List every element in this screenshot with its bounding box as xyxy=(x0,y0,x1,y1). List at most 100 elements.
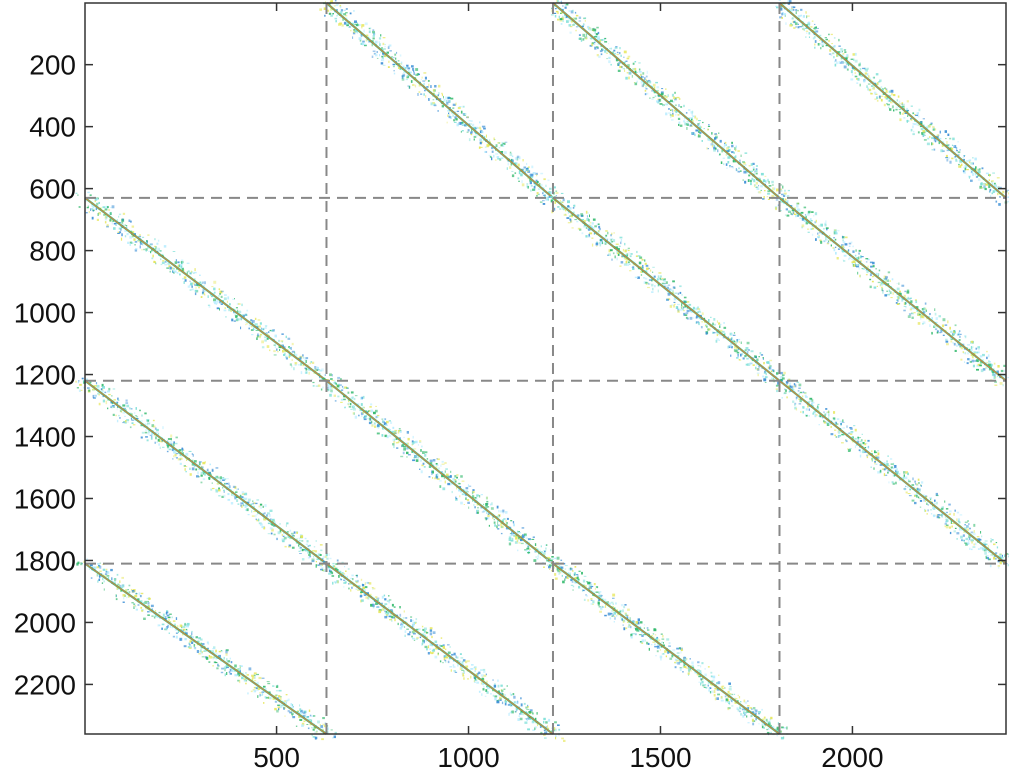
band-speckle xyxy=(714,145,716,147)
band-speckle xyxy=(461,131,462,132)
band-speckle xyxy=(565,4,566,6)
band-speckle xyxy=(982,167,984,169)
band-speckle xyxy=(762,376,764,378)
band-speckle xyxy=(176,636,178,639)
band-speckle xyxy=(150,244,152,245)
band-speckle xyxy=(891,90,894,93)
band-speckle xyxy=(246,310,248,312)
band-speckle xyxy=(952,138,955,141)
band-speckle xyxy=(506,522,508,525)
band-speckle xyxy=(171,438,172,440)
band-speckle xyxy=(345,12,348,13)
band-speckle xyxy=(160,250,161,251)
band-speckle xyxy=(188,286,191,288)
band-speckle xyxy=(567,200,570,203)
band-speckle xyxy=(887,472,889,474)
band-speckle xyxy=(624,70,625,72)
band-speckle xyxy=(739,359,741,360)
band-speckle xyxy=(853,246,854,248)
band-speckle xyxy=(534,186,536,188)
band-speckle xyxy=(966,538,969,540)
band-speckle xyxy=(843,427,846,428)
band-speckle xyxy=(557,206,559,208)
band-speckle xyxy=(187,623,190,626)
band-speckle xyxy=(468,507,469,509)
band-speckle xyxy=(575,12,576,14)
band-speckle xyxy=(129,585,131,587)
band-speckle xyxy=(645,85,647,86)
band-speckle xyxy=(903,471,905,474)
band-speckle xyxy=(557,0,559,2)
band-speckle xyxy=(329,387,331,390)
band-speckle xyxy=(974,544,975,546)
band-speckle xyxy=(708,124,709,126)
band-speckle xyxy=(786,382,787,385)
band-speckle xyxy=(800,9,802,11)
band-speckle xyxy=(412,442,414,445)
band-speckle xyxy=(227,301,228,303)
band-speckle xyxy=(413,448,416,449)
band-speckle xyxy=(102,578,104,580)
band-speckle xyxy=(143,618,146,620)
band-speckle xyxy=(802,224,805,227)
band-speckle xyxy=(246,323,248,324)
band-speckle xyxy=(169,449,172,451)
band-speckle xyxy=(102,582,103,584)
band-speckle xyxy=(247,508,249,511)
band-speckle xyxy=(938,135,939,136)
band-speckle xyxy=(593,29,596,32)
band-speckle xyxy=(129,220,131,223)
band-speckle xyxy=(628,248,630,249)
band-speckle xyxy=(958,520,960,522)
band-speckle xyxy=(911,119,913,121)
band-speckle xyxy=(680,292,682,294)
band-speckle xyxy=(659,99,660,101)
band-speckle xyxy=(99,566,101,569)
band-speckle xyxy=(275,335,278,338)
band-speckle xyxy=(224,297,227,300)
band-speckle xyxy=(165,261,167,262)
band-speckle xyxy=(960,149,961,150)
band-speckle xyxy=(922,323,924,325)
band-speckle xyxy=(691,111,693,114)
band-speckle xyxy=(785,22,787,25)
band-speckle xyxy=(952,526,953,528)
band-speckle xyxy=(708,319,710,322)
band-speckle xyxy=(888,271,890,273)
band-speckle xyxy=(446,102,448,105)
band-speckle xyxy=(524,167,527,169)
band-speckle xyxy=(550,196,553,198)
band-speckle xyxy=(827,243,829,244)
band-speckle xyxy=(320,544,323,546)
band-speckle xyxy=(799,26,802,27)
band-speckle xyxy=(718,133,719,134)
band-speckle xyxy=(151,438,153,440)
band-speckle xyxy=(850,78,853,80)
band-speckle xyxy=(795,22,798,25)
band-speckle xyxy=(469,120,471,121)
band-speckle xyxy=(721,161,723,164)
band-speckle xyxy=(244,680,246,682)
band-speckle xyxy=(162,624,165,626)
band-speckle xyxy=(831,245,832,247)
band-speckle xyxy=(521,543,524,544)
band-speckle xyxy=(874,99,876,100)
band-speckle xyxy=(517,531,518,533)
band-speckle xyxy=(796,11,797,14)
band-speckle xyxy=(785,389,787,392)
band-speckle xyxy=(438,468,440,470)
band-speckle xyxy=(496,144,498,147)
band-speckle xyxy=(724,327,727,329)
band-speckle xyxy=(319,370,322,372)
band-speckle xyxy=(123,597,124,599)
band-speckle xyxy=(204,291,205,292)
band-speckle xyxy=(950,331,951,333)
band-speckle xyxy=(806,32,807,34)
band-speckle xyxy=(942,325,944,328)
diagonal-band xyxy=(771,376,1009,569)
band-speckle xyxy=(916,495,917,498)
band-speckle xyxy=(644,77,645,80)
band-speckle xyxy=(113,414,115,416)
band-speckle xyxy=(108,388,110,391)
band-speckle xyxy=(737,150,740,152)
